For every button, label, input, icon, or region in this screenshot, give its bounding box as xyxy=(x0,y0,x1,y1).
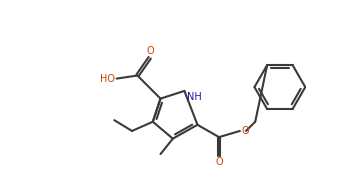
Text: O: O xyxy=(147,46,154,56)
Text: O: O xyxy=(241,126,249,136)
Text: NH: NH xyxy=(187,92,202,102)
Text: O: O xyxy=(215,157,223,167)
Text: HO: HO xyxy=(100,74,115,84)
